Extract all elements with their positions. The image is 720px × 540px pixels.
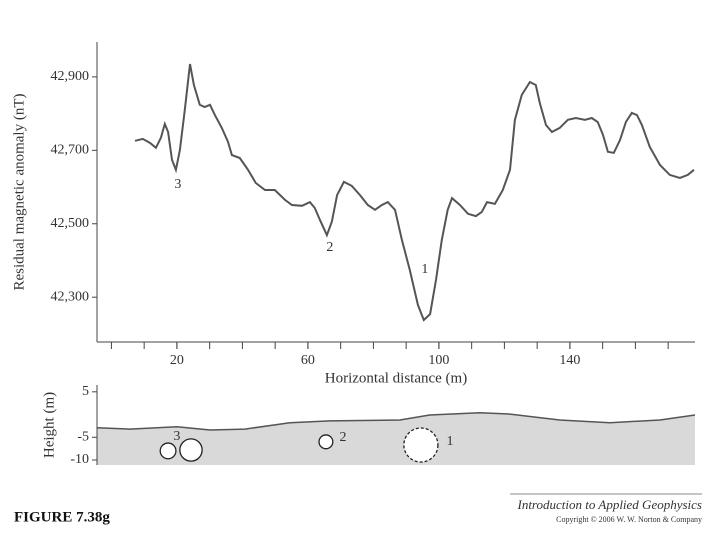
source-body	[318, 434, 334, 450]
x-tick-label: 20	[170, 353, 184, 368]
anomaly-label: 3	[173, 429, 180, 444]
y-tick-label: 42,300	[51, 289, 90, 304]
book-title: Introduction to Applied Geophysics	[516, 497, 702, 512]
x-axis-label: Horizontal distance (m)	[325, 370, 467, 386]
y-axis-label: Height (m)	[41, 392, 57, 458]
anomaly-label: 1	[421, 262, 428, 277]
anomaly-label: 3	[174, 177, 181, 192]
y-tick-label: 42,700	[51, 143, 90, 158]
source-body	[179, 438, 203, 462]
anomaly-label: 2	[339, 430, 346, 445]
source-body	[159, 442, 177, 460]
y-tick-label: 42,500	[51, 216, 90, 231]
y-tick-label: 42,900	[51, 69, 90, 84]
ground-surface	[96, 411, 696, 431]
x-tick-label: 60	[301, 353, 315, 368]
anomaly-label: 1	[447, 434, 454, 449]
anomaly-line	[134, 63, 695, 322]
y-tick-label: 5	[82, 384, 89, 399]
x-tick-label: 140	[559, 353, 580, 368]
figure-label: FIGURE 7.38g	[14, 509, 110, 525]
y-tick-label: -10	[70, 452, 89, 467]
copyright: Copyright © 2006 W. W. Norton & Company	[556, 515, 702, 524]
y-tick-label: -5	[77, 429, 89, 444]
source-body	[403, 427, 439, 463]
ground	[97, 412, 695, 465]
anomaly-label: 2	[326, 240, 333, 255]
y-axis-label: Residual magnetic anomaly (nT)	[11, 93, 27, 290]
x-tick-label: 100	[428, 353, 449, 368]
